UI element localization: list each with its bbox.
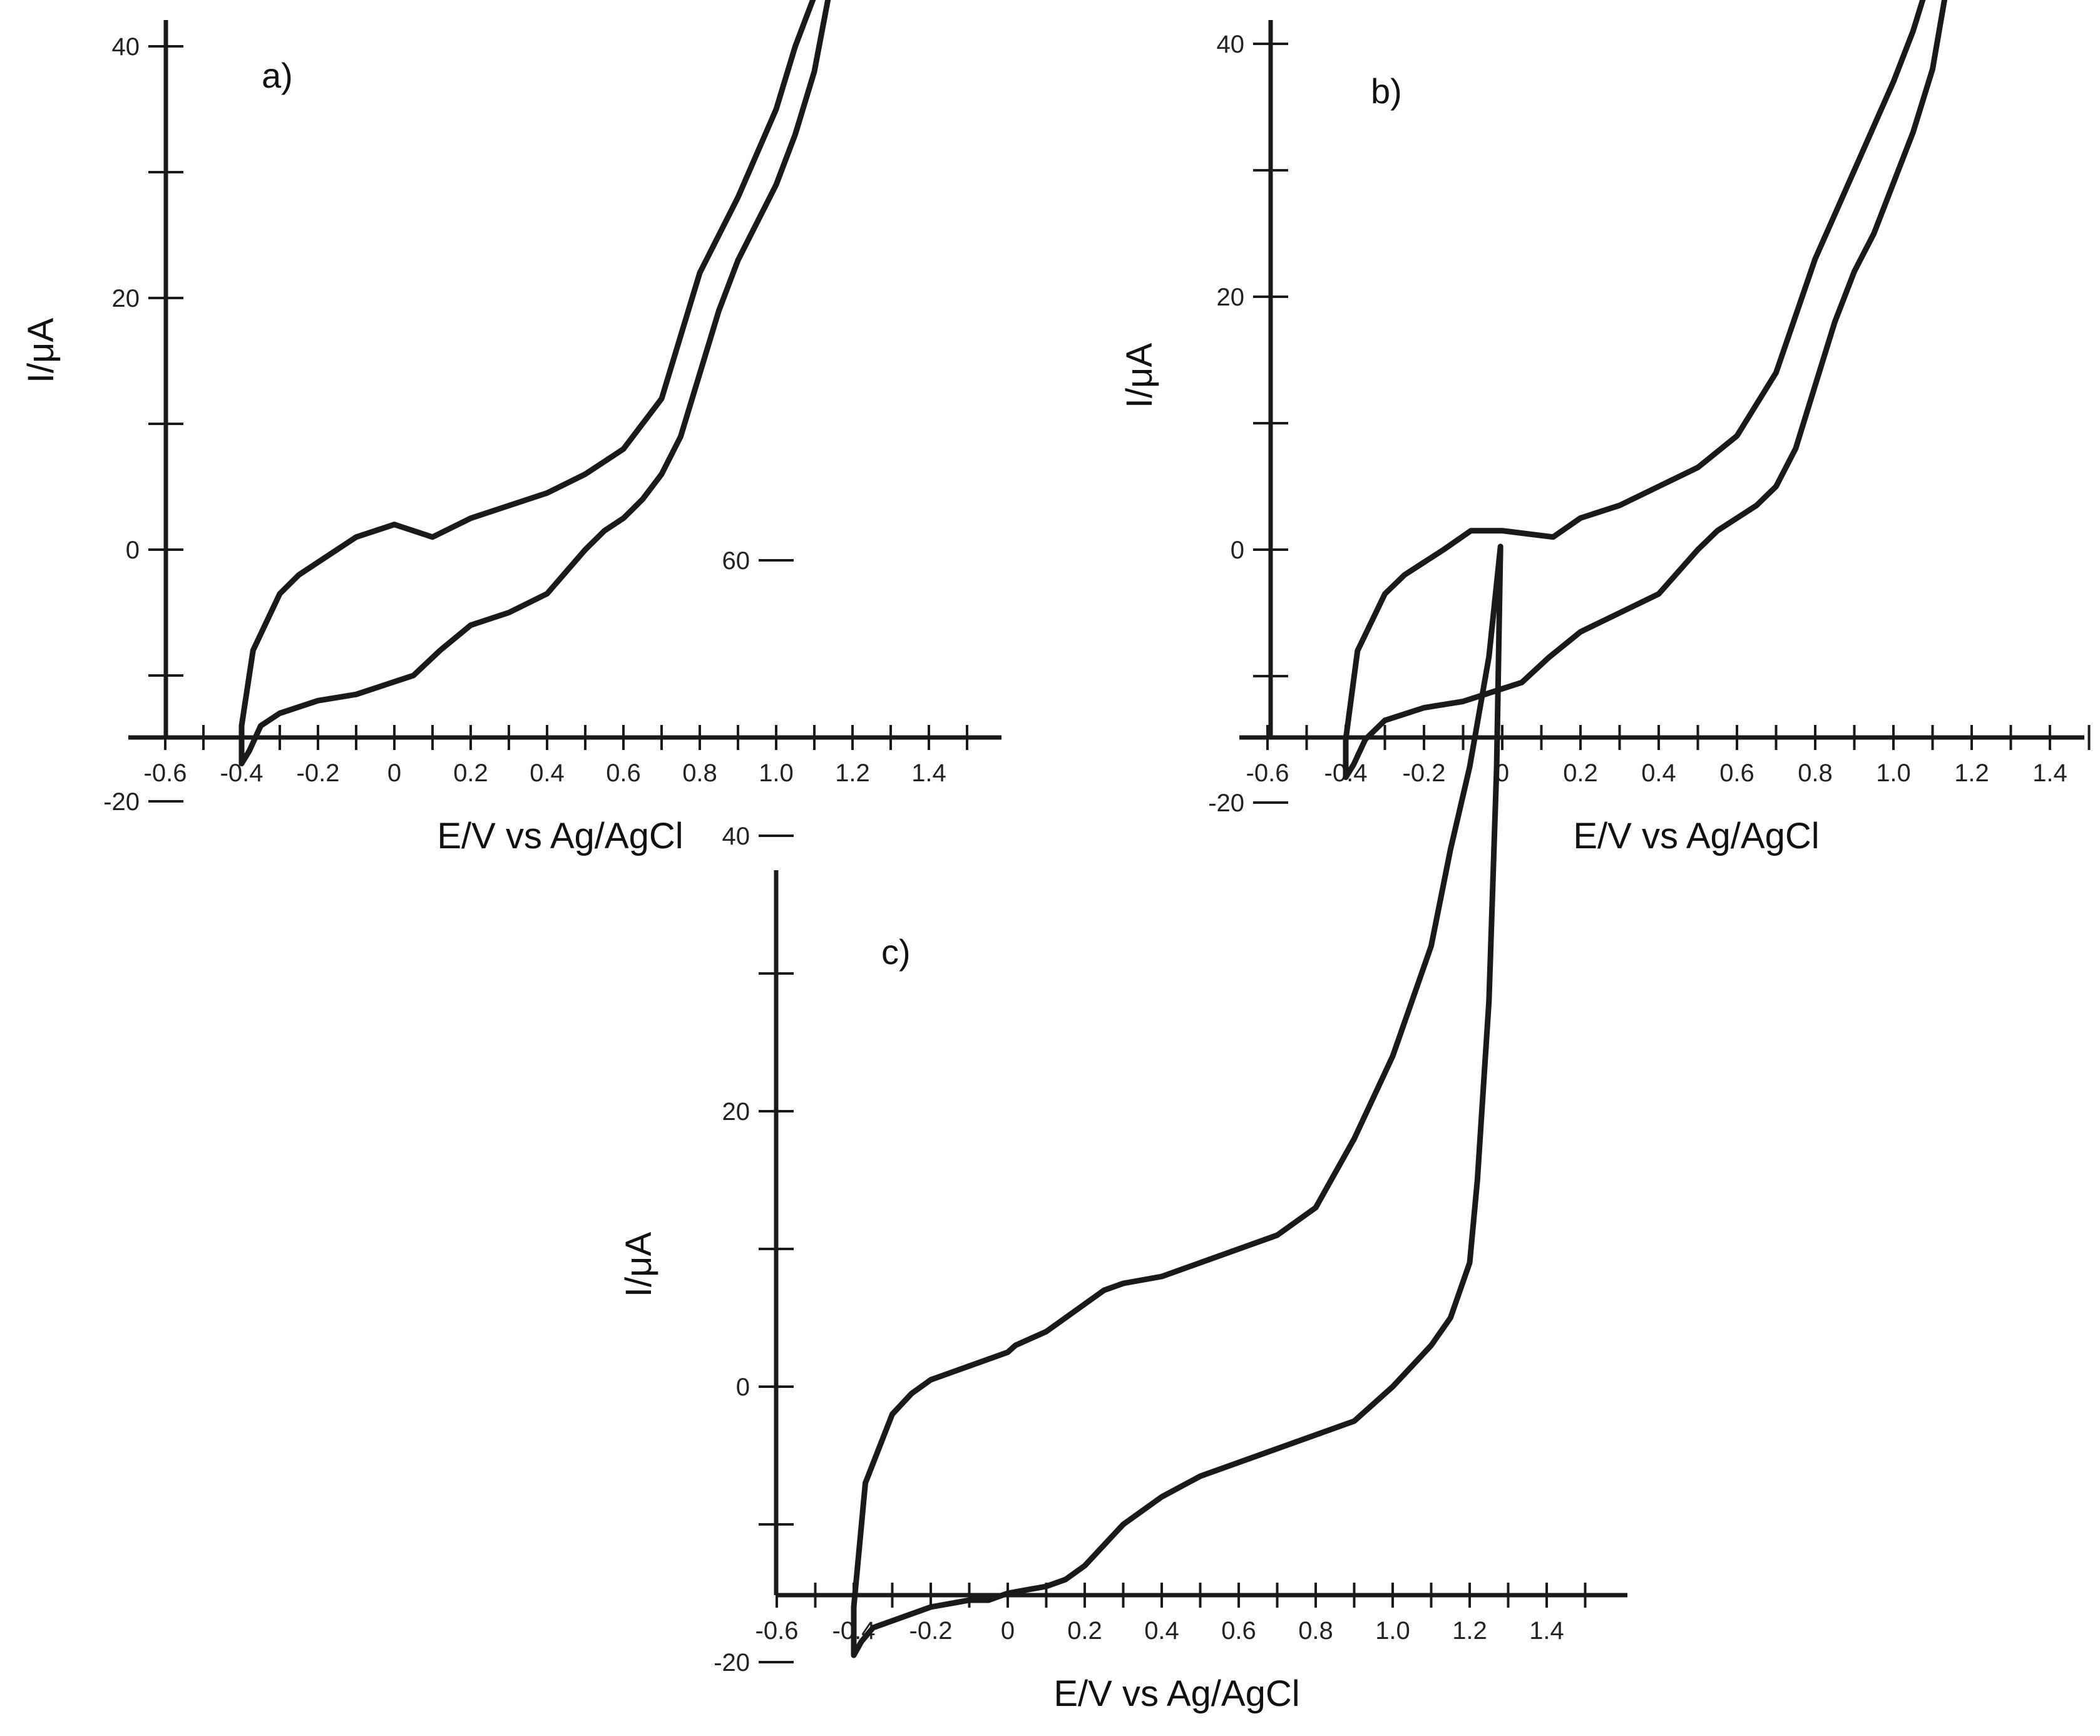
- x-tick-label: 1.0: [1375, 1617, 1410, 1645]
- x-tick-label: 0.8: [1798, 759, 1833, 787]
- y-tick-label: -20: [1208, 789, 1244, 817]
- x-tick-label: 0.6: [1221, 1617, 1256, 1645]
- x-tick-label: 0.8: [682, 759, 717, 787]
- chart-panel-b: -0.6 -0.4 -0.2 0 0.2 0.4 0.6 0.8 1.0 1.2 1.4-20020…: [1119, 0, 2091, 856]
- x-tick-label: 1.0: [759, 759, 794, 787]
- y-axis-label: I/μA: [1119, 343, 1160, 409]
- x-tick-label: -0.2: [297, 759, 340, 787]
- y-tick-label: 60: [722, 547, 750, 575]
- y-tick-label: 0: [1231, 537, 1244, 564]
- y-tick-label: 40: [1217, 31, 1245, 58]
- x-tick-label: 0.4: [1144, 1617, 1179, 1645]
- panel-label: a): [262, 56, 293, 95]
- y-axis-label: I/μA: [21, 318, 61, 384]
- y-tick-label: 20: [722, 1098, 750, 1126]
- voltammogram-curve: [238, 0, 831, 767]
- x-tick-label: -0.2: [1403, 759, 1446, 787]
- y-tick-label: 0: [126, 537, 140, 564]
- y-tick-label: 40: [112, 33, 140, 61]
- x-tick-label: 1.4: [1529, 1617, 1564, 1645]
- x-tick-label: 0.4: [1641, 759, 1676, 787]
- voltammogram-curve: [1343, 0, 1948, 781]
- voltammogram-curve: [851, 543, 1503, 1658]
- x-tick-label: 0.6: [606, 759, 641, 787]
- x-tick-label: -0.2: [909, 1617, 953, 1645]
- x-tick-label: -0.6: [755, 1617, 799, 1645]
- x-tick-label: 0.6: [1719, 759, 1754, 787]
- x-tick-label: 1.4: [2032, 759, 2067, 787]
- panel-label: c): [881, 932, 911, 972]
- x-tick-label: 1.2: [1954, 759, 1989, 787]
- x-tick-label: -0.6: [1246, 759, 1289, 787]
- x-tick-label: 1.2: [835, 759, 870, 787]
- x-tick-label: 0: [387, 759, 401, 787]
- y-tick-label: -20: [103, 788, 140, 816]
- y-tick-label: 0: [736, 1374, 750, 1401]
- x-tick-label: 0.2: [1067, 1617, 1102, 1645]
- x-tick-label: 1.4: [911, 759, 946, 787]
- x-tick-label: -0.6: [144, 759, 187, 787]
- chart-panel-a: -0.6 -0.4 -0.2 0 0.2 0.4 0.6 0.8 1.0 1.2 1.4-20020…: [21, 0, 1001, 856]
- chart-panel-c: -0.6 -0.4 -0.2 0 0.2 0.4 0.6 0.8 1.0 1.2 1.4-20020…: [618, 543, 1627, 1714]
- x-tick-label: 1.0: [1876, 759, 1911, 787]
- y-axis-label: I/μA: [618, 1232, 659, 1298]
- x-axis-label: E/V vs Ag/AgCl: [1573, 816, 1819, 856]
- x-tick-label: 1.2: [1452, 1617, 1487, 1645]
- y-tick-label: 40: [722, 823, 750, 850]
- y-tick-label: -20: [714, 1649, 750, 1677]
- y-tick-label: 20: [112, 285, 140, 312]
- x-tick-label: 0.2: [453, 759, 488, 787]
- x-tick-label: 0.2: [1563, 759, 1598, 787]
- y-tick-label: 20: [1217, 284, 1245, 311]
- x-axis-label: E/V vs Ag/AgCl: [1053, 1673, 1299, 1714]
- x-tick-label: 0: [1001, 1617, 1015, 1645]
- x-tick-label: 0.4: [530, 759, 565, 787]
- x-tick-label: 0.8: [1298, 1617, 1333, 1645]
- x-axis-label: E/V vs Ag/AgCl: [437, 816, 683, 856]
- panel-label: b): [1371, 71, 1402, 111]
